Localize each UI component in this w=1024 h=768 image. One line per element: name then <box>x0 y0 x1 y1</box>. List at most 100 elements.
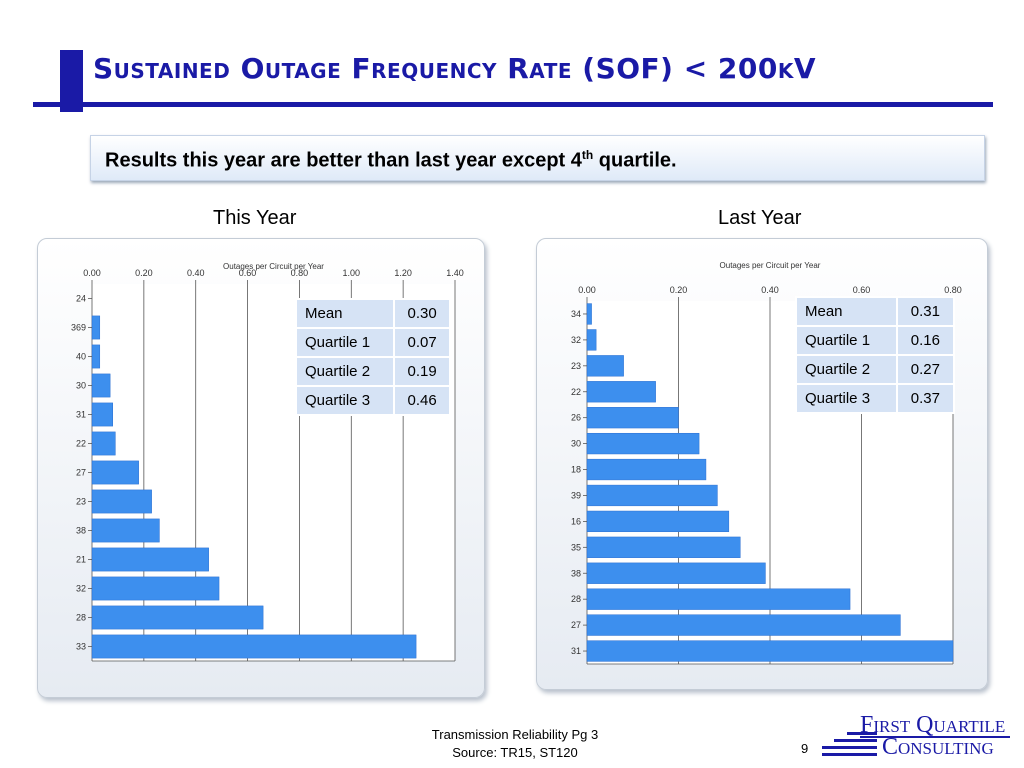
logo-line-2: Consulting <box>882 734 994 760</box>
bar <box>586 614 901 636</box>
stats-label: Quartile 3 <box>795 383 898 414</box>
y-tick-label: 26 <box>571 413 581 423</box>
x-tick-label: 0.20 <box>135 268 153 278</box>
x-tick-label: 0.00 <box>83 268 101 278</box>
bar <box>586 588 851 610</box>
stats-label: Quartile 2 <box>795 354 898 385</box>
bar <box>91 634 417 659</box>
x-tick-label: 0.80 <box>944 285 962 295</box>
last-year-chart: Outages per Circuit per Year 0.00 0.20 0.40… <box>571 261 962 665</box>
y-tick-label: 30 <box>571 439 581 449</box>
stats-row-quartile-3: Quartile 3 0.46 <box>294 385 451 416</box>
stats-value: 0.30 <box>393 298 451 329</box>
bar <box>91 518 160 543</box>
stats-row-mean: Mean 0.31 <box>795 296 956 327</box>
y-tick-label: 32 <box>571 335 581 345</box>
bar <box>91 605 264 630</box>
y-tick-label: 22 <box>76 439 86 449</box>
chart-title: Outages per Circuit per Year <box>720 261 821 270</box>
last-year-chart-panel: Outages per Circuit per Year 0.00 0.20 0.40… <box>536 238 988 690</box>
logo-line-1: First Quartile <box>860 712 1006 738</box>
title-accent-bar <box>60 50 83 112</box>
x-tick-label: 0.80 <box>291 268 309 278</box>
logo-stripe <box>822 753 877 756</box>
stats-row-quartile-2: Quartile 2 0.19 <box>294 356 451 387</box>
stats-label: Quartile 3 <box>294 385 396 416</box>
y-tick-label: 23 <box>76 497 86 507</box>
x-tick-label: 0.20 <box>670 285 688 295</box>
stats-value: 0.19 <box>393 356 451 387</box>
y-tick-label: 16 <box>571 516 581 526</box>
x-tick-label: 0.40 <box>187 268 205 278</box>
page-number: 9 <box>801 741 809 756</box>
company-logo: First Quartile Consulting <box>822 712 1022 764</box>
stats-row-quartile-2: Quartile 2 0.27 <box>795 354 956 385</box>
y-tick-label: 39 <box>571 490 581 500</box>
stats-row-mean: Mean 0.30 <box>294 298 451 329</box>
x-tick-label: 0.00 <box>578 285 596 295</box>
stats-value: 0.27 <box>895 354 956 385</box>
bar <box>586 640 954 662</box>
logo-stripe <box>822 746 877 749</box>
stats-value: 0.07 <box>393 327 451 358</box>
bar <box>586 458 707 481</box>
callout-text: Results this year are better than last y… <box>105 148 677 173</box>
stats-value: 0.16 <box>895 325 956 356</box>
chart-title: Outages per Circuit per Year <box>223 262 324 271</box>
bar <box>586 303 592 325</box>
footer-line-2: Source: TR15, ST120 <box>452 745 578 760</box>
y-tick-label: 18 <box>571 465 581 475</box>
bar <box>586 407 679 429</box>
y-tick-label: 32 <box>76 584 86 594</box>
bar <box>586 562 766 584</box>
bar <box>91 489 152 514</box>
y-tick-label: 33 <box>76 642 86 652</box>
y-tick-label: 38 <box>76 526 86 536</box>
y-tick-label: 35 <box>571 542 581 552</box>
y-tick-label: 369 <box>71 323 86 333</box>
callout-superscript: th <box>581 148 594 162</box>
x-tick-label: 1.00 <box>343 268 361 278</box>
logo-stripe <box>860 736 1010 738</box>
this-year-stats-table: Mean 0.30 Quartile 1 0.07 Quartile 2 0.19 Q… <box>294 298 451 416</box>
stats-value: 0.31 <box>895 296 956 327</box>
stats-label: Quartile 2 <box>294 356 396 387</box>
stats-label: Quartile 1 <box>795 325 898 356</box>
stats-row-quartile-1: Quartile 1 0.07 <box>294 327 451 358</box>
callout-box: Results this year are better than last y… <box>90 135 985 181</box>
y-tick-label: 30 <box>76 381 86 391</box>
stats-label: Mean <box>294 298 396 329</box>
bar <box>91 460 139 485</box>
y-tick-label: 34 <box>571 309 581 319</box>
last-year-heading: Last Year <box>718 207 802 229</box>
bar <box>586 484 718 507</box>
y-tick-label: 40 <box>76 352 86 362</box>
y-tick-label: 22 <box>571 387 581 397</box>
bar <box>91 344 101 369</box>
y-tick-label: 23 <box>571 361 581 371</box>
x-tick-label: 1.20 <box>394 268 412 278</box>
x-tick-label: 1.40 <box>446 268 464 278</box>
y-tick-label: 28 <box>571 594 581 604</box>
page-title: Sustained Outage Frequency Rate (SOF) < … <box>93 52 817 85</box>
y-tick-label: 21 <box>76 555 86 565</box>
y-tick-label: 38 <box>571 568 581 578</box>
x-tick-label: 0.60 <box>239 268 257 278</box>
this-year-heading: This Year <box>213 207 297 229</box>
bar <box>586 329 597 351</box>
callout-main: Results this year are better than last y… <box>105 149 582 172</box>
bar <box>91 576 220 601</box>
y-tick-label: 27 <box>571 620 581 630</box>
y-tick-label: 24 <box>76 294 86 304</box>
bar <box>91 402 113 427</box>
footer-line-1: Transmission Reliability Pg 3 <box>431 727 599 742</box>
bar <box>91 373 111 398</box>
y-tick-label: 28 <box>76 613 86 623</box>
stats-row-quartile-3: Quartile 3 0.37 <box>795 383 956 414</box>
last-year-stats-table: Mean 0.31 Quartile 1 0.16 Quartile 2 0.27 Q… <box>795 296 956 414</box>
callout-tail: quartile. <box>593 149 677 172</box>
stats-row-quartile-1: Quartile 1 0.16 <box>795 325 956 356</box>
y-tick-label: 27 <box>76 468 86 478</box>
bar <box>586 432 700 455</box>
logo-stripe <box>847 732 877 735</box>
